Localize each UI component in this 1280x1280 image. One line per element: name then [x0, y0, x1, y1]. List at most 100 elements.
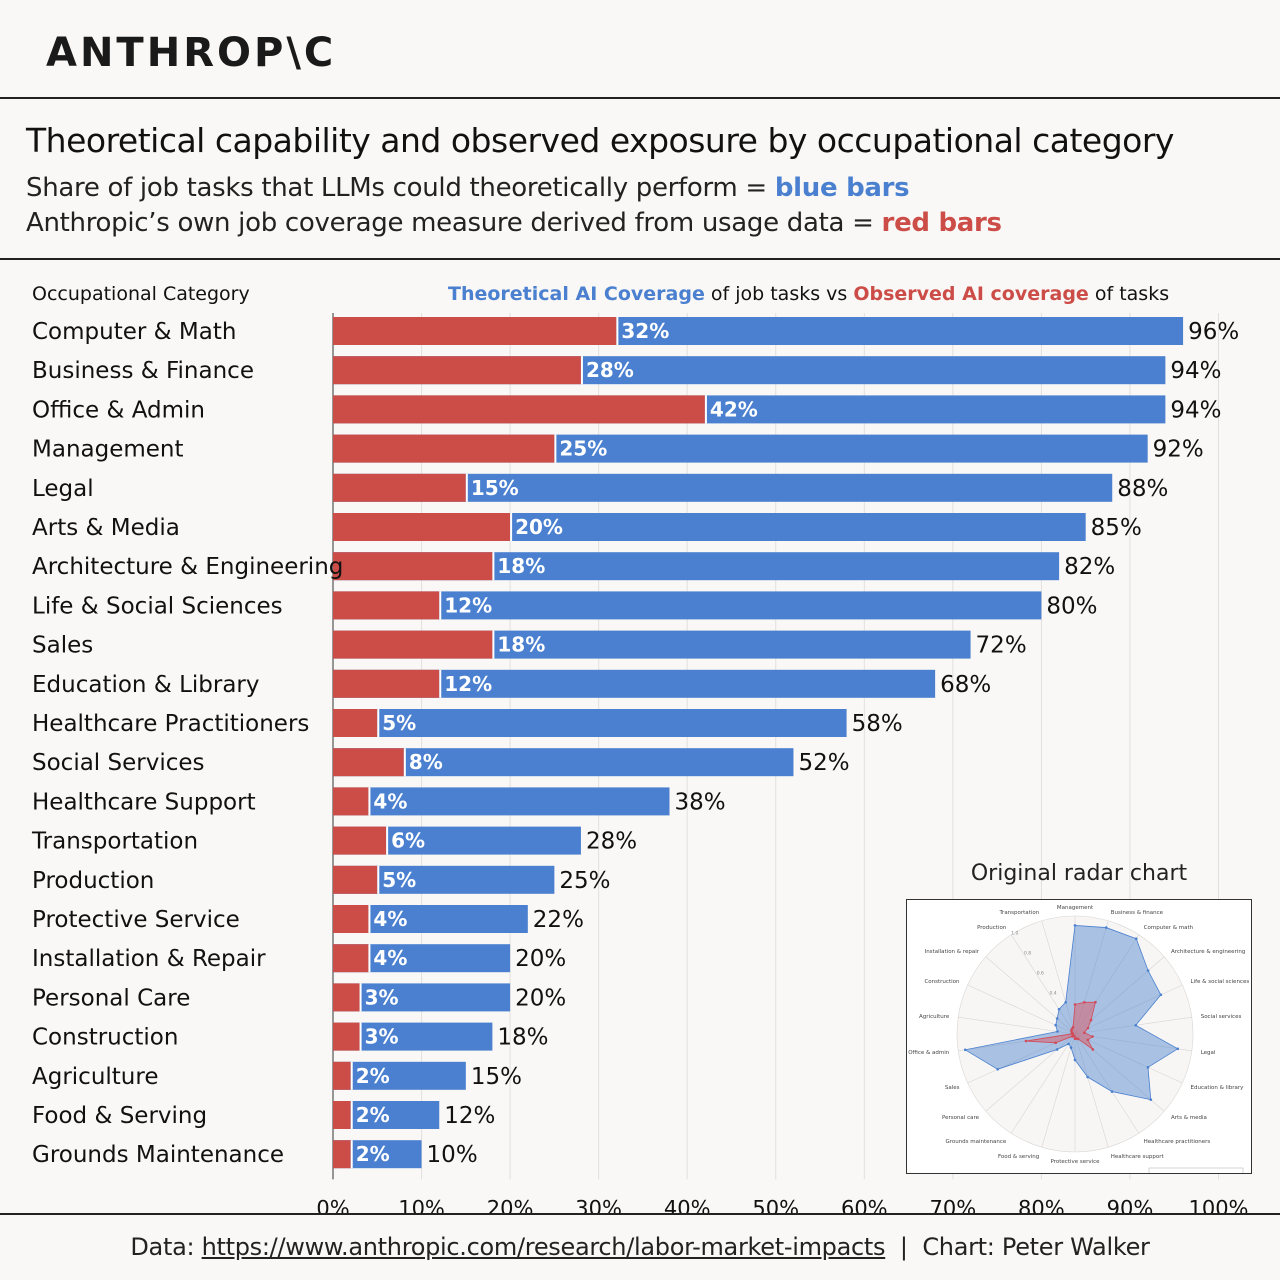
theoretical-value-label: 22%: [533, 907, 584, 933]
subtitle-1-text: Share of job tasks that LLMs could theor…: [26, 173, 775, 203]
source-link[interactable]: https://www.anthropic.com/research/labor…: [201, 1233, 886, 1261]
observed-bar: [333, 395, 705, 424]
theoretical-value-label: 92%: [1153, 437, 1204, 463]
theoretical-value-label: 28%: [586, 829, 637, 855]
observed-bar: [333, 473, 466, 502]
radar-ring-label: 0.8: [1024, 951, 1031, 957]
radar-theoretical-area-point: [1054, 1023, 1057, 1027]
radar-chart: 0.4 0.6 0.8 1.0 Management Business & finance…: [908, 905, 1249, 1177]
theoretical-value-label: 94%: [1170, 397, 1221, 423]
radar-theoretical-area-point: [1146, 1066, 1150, 1069]
radar-theoretical-area-point: [1067, 1042, 1070, 1046]
category-label: Architecture & Engineering: [32, 554, 343, 580]
radar-theoretical-area-point: [1134, 1023, 1138, 1027]
theoretical-value-label: 58%: [852, 711, 903, 737]
radar-theoretical-area-point: [996, 1067, 1000, 1071]
category-label: Business & Finance: [32, 358, 254, 384]
category-label: Personal Care: [32, 985, 190, 1011]
header-divider: [0, 97, 1280, 99]
radar-theoretical-area-point: [1104, 926, 1108, 929]
observed-bar: [333, 552, 493, 581]
chart-heading-observed: Observed AI coverage: [853, 283, 1088, 305]
theoretical-bar: [333, 591, 1042, 620]
observed-value-label: 2%: [356, 1103, 390, 1127]
bar-chart: Occupational Category Theoretical AI Cov…: [31, 283, 1249, 1215]
radar-ring-label: 1.0: [1011, 931, 1018, 937]
radar-spoke: [1074, 1033, 1140, 1134]
theoretical-value-label: 88%: [1117, 476, 1168, 502]
x-tick-label: 20%: [487, 1196, 534, 1215]
radar-spoke: [1074, 1033, 1192, 1052]
radar-observed-area-point: [1089, 1018, 1093, 1022]
radar-inset-title: Original radar chart: [970, 861, 1188, 886]
radar-theoretical-area-point: [1134, 937, 1138, 941]
category-label: Construction: [32, 1025, 178, 1051]
observed-bar: [333, 1101, 351, 1129]
subtitle-divider: [0, 258, 1280, 260]
footer: Data: https://www.anthropic.com/research…: [0, 1233, 1280, 1261]
theoretical-value-label: 82%: [1064, 554, 1115, 580]
radar-spoke: [1010, 934, 1076, 1035]
theoretical-bar: [333, 709, 847, 737]
theoretical-value-label: 20%: [515, 946, 566, 972]
category-label: Healthcare Practitioners: [32, 711, 309, 737]
chart-heading-end: of tasks: [1089, 283, 1169, 305]
radar-inset: 0.4 0.6 0.8 1.0 Management Business & finance…: [906, 899, 1252, 1177]
radar-axis-label: Grounds maintenance: [945, 1139, 1006, 1145]
radar-observed-area-point: [1024, 1039, 1028, 1043]
observed-value-label: 3%: [365, 1025, 399, 1049]
radar-axis-label: Transportation: [999, 910, 1040, 916]
x-tick-label: 0%: [316, 1196, 349, 1215]
observed-value-label: 4%: [373, 946, 407, 970]
observed-value-label: 32%: [621, 319, 669, 343]
observed-bar: [333, 434, 555, 463]
observed-value-label: 12%: [444, 593, 492, 617]
footer-separator: |: [885, 1233, 923, 1261]
radar-spoke: [958, 1016, 1076, 1035]
observed-value-label: 2%: [356, 1064, 390, 1088]
category-label: Office & Admin: [32, 397, 205, 423]
category-label: Production: [32, 868, 154, 894]
blue-bars-highlight: blue bars: [774, 173, 910, 203]
radar-axis-label: Computer & math: [1144, 925, 1194, 931]
radar-theoretical-area-point: [1159, 993, 1163, 997]
radar-theoretical-area-point: [1055, 1017, 1059, 1020]
radar-axis-label: Education & library: [1191, 1085, 1245, 1091]
x-tick-label: 80%: [1018, 1196, 1065, 1215]
radar-theoretical-area-point: [1073, 1058, 1077, 1062]
observed-value-label: 15%: [471, 476, 519, 500]
radar-theoretical-area-point: [1069, 1046, 1073, 1049]
radar-spoke: [1041, 1033, 1076, 1148]
theoretical-value-label: 96%: [1188, 319, 1239, 345]
page-title: Theoretical capability and observed expo…: [26, 121, 1174, 160]
observed-value-label: 5%: [382, 868, 416, 892]
red-bars-highlight: red bars: [881, 208, 1002, 238]
observed-value-label: 5%: [382, 711, 416, 735]
theoretical-value-label: 52%: [798, 750, 849, 776]
category-label: Healthcare Support: [32, 789, 256, 815]
radar-axis-label: Legal: [1201, 1050, 1216, 1056]
category-label: Social Services: [32, 750, 205, 776]
observed-value-label: 4%: [373, 907, 407, 931]
theoretical-bar: [333, 983, 511, 1012]
category-label: Life & Social Sciences: [32, 593, 283, 619]
theoretical-bar: [333, 1061, 466, 1090]
chart-heading-mid: of job tasks vs: [705, 283, 854, 305]
radar-spoke: [1074, 984, 1183, 1035]
theoretical-bar: [333, 787, 670, 816]
observed-bar: [333, 944, 369, 973]
observed-bar: [333, 669, 440, 698]
observed-bar: [333, 748, 404, 777]
theoretical-value-label: 10%: [427, 1142, 478, 1168]
chart-credit: Chart: Peter Walker: [922, 1233, 1150, 1261]
radar-observed-area-point: [1071, 1025, 1075, 1029]
category-label: Arts & Media: [32, 515, 180, 541]
x-tick-label: 90%: [1107, 1196, 1154, 1215]
radar-axis-label: Management: [1057, 905, 1094, 911]
observed-bar: [333, 983, 360, 1012]
observed-bar: [333, 787, 369, 816]
radar-axis-label: Arts & media: [1171, 1115, 1207, 1121]
observed-value-label: 3%: [365, 985, 399, 1009]
theoretical-value-label: 94%: [1170, 358, 1221, 384]
theoretical-value-label: 15%: [471, 1064, 522, 1090]
